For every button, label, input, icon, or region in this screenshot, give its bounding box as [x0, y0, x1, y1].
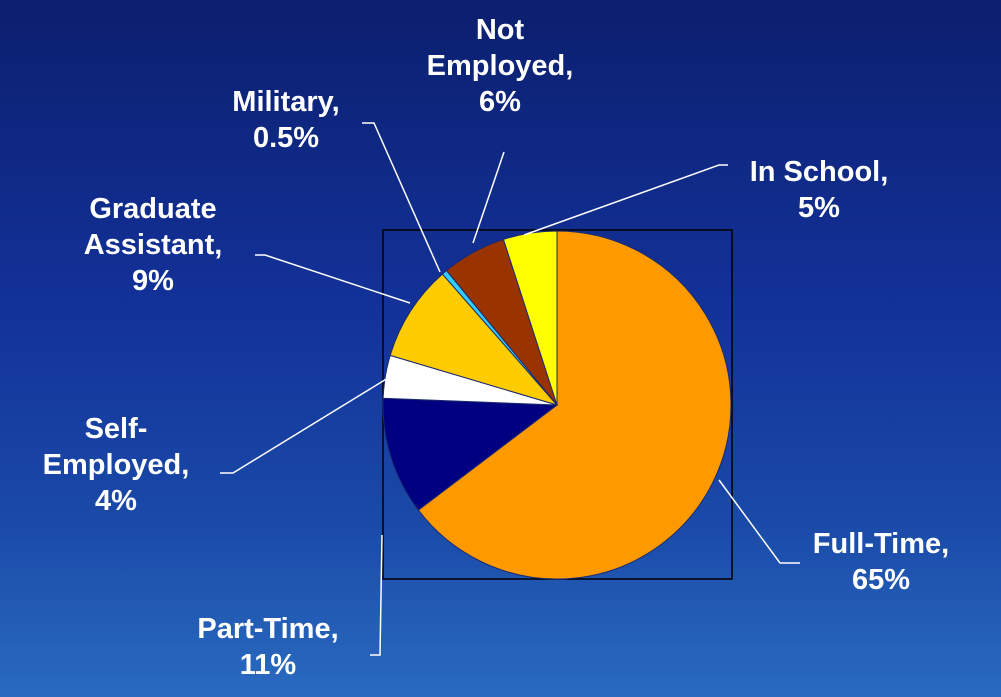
slice-label-line: 11%: [239, 649, 297, 681]
leader-line-in-school: [523, 164, 728, 236]
slice-full-time: [417, 230, 732, 580]
slice-label-line: Employed,: [426, 50, 574, 82]
slice-label-line: Graduate: [89, 193, 217, 225]
leader-line-military: [362, 122, 441, 273]
leader-line-part-time: [370, 534, 383, 656]
slice-label-part-time: Part-Time, 11%: [197, 611, 338, 683]
slice-part-time: [382, 397, 559, 511]
slice-label-line: Not: [475, 14, 525, 46]
leader-line-graduate-assistant: [255, 254, 411, 304]
slice-label-line: 65%: [851, 564, 911, 596]
slice-label-line: Military,: [232, 86, 340, 118]
slice-graduate-assistant: [389, 273, 559, 406]
slice-label-full-time: Full-Time, 65%: [813, 526, 949, 598]
leader-line-full-time: [718, 479, 800, 564]
slice-label-line: In School,: [749, 156, 889, 188]
slice-label-line: 9%: [132, 265, 174, 297]
leader-line-self-employed: [220, 377, 389, 474]
slice-label-line: Employed,: [42, 449, 190, 481]
slice-label-line: Assistant,: [83, 229, 223, 261]
leader-line-not-employed: [472, 151, 505, 244]
pie-slices: [382, 230, 732, 580]
slice-label-line: 5%: [798, 192, 840, 224]
slice-label-military: Military, 0.5%: [232, 84, 339, 156]
slice-label-line: Full-Time,: [812, 528, 950, 560]
leader-lines: [220, 122, 800, 656]
slice-label-in-school: In School, 5%: [750, 154, 889, 226]
slice-label-graduate-assistant: Graduate Assistant, 9%: [84, 191, 223, 299]
slice-label-line: Self-: [84, 413, 148, 445]
slice-label-line: 0.5%: [252, 122, 320, 154]
slice-label-not-employed: Not Employed, 6%: [427, 12, 574, 120]
slice-label-line: Part-Time,: [197, 613, 339, 645]
slice-label-line: 4%: [95, 485, 137, 517]
slice-label-self-employed: Self- Employed, 4%: [43, 411, 190, 519]
slice-label-line: 6%: [479, 86, 521, 118]
